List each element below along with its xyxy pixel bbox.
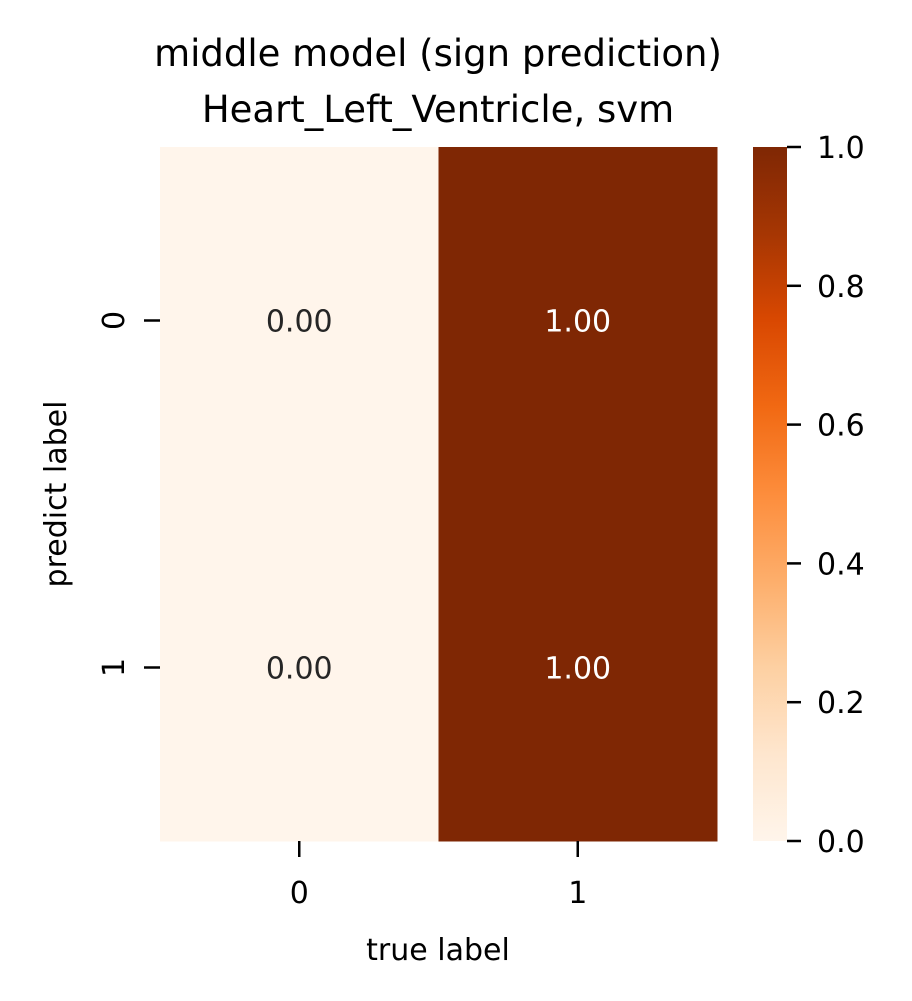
colorbar-tick-label: 0.2 [817,686,865,721]
heatmap-cell [438,494,718,842]
heatmap-cell [160,147,439,495]
x-axis-label: true label [366,933,510,968]
cell-value-label: 1.00 [544,305,611,340]
colorbar-ticks: 0.0 0.2 0.4 0.6 0.8 1.0 [787,131,865,860]
x-tick-label: 0 [290,876,309,911]
y-tick-label: 0 [97,311,132,330]
x-tick-label: 1 [568,876,587,911]
cell-value-label: 0.00 [266,652,333,687]
colorbar-tick-label: 1.0 [817,131,865,166]
colorbar [753,147,787,841]
heatmap-cell [160,494,439,842]
colorbar-tick-label: 0.6 [817,409,865,444]
cell-value-label: 0.00 [266,305,333,340]
colorbar-tick-label: 0.8 [817,270,865,305]
chart-title: middle model (sign prediction) [154,32,722,75]
y-axis-label: predict label [39,401,74,588]
colorbar-tick-label: 0.0 [817,825,865,860]
chart-subtitle: Heart_Left_Ventricle, svm [202,88,674,131]
y-tick-label: 1 [97,658,132,677]
heatmap-cells: 0.00 1.00 0.00 1.00 [160,147,718,842]
cell-value-label: 1.00 [544,652,611,687]
y-axis-ticks: 01 [97,311,160,677]
heatmap-cell [438,147,718,495]
colorbar-tick-label: 0.4 [817,547,865,582]
